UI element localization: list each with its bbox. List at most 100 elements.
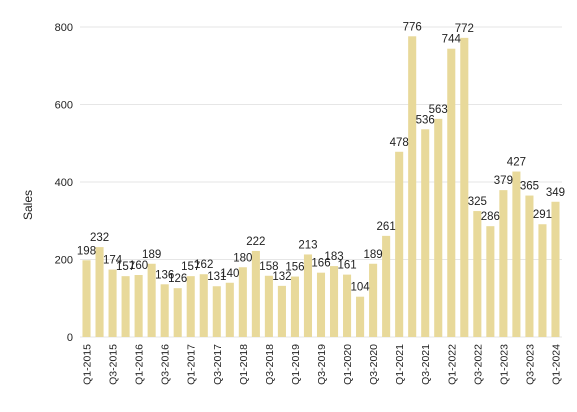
y-tick-label: 600 xyxy=(55,100,73,112)
x-tick-label: Q1-2018 xyxy=(238,344,250,385)
bar xyxy=(512,171,521,337)
y-tick-label: 200 xyxy=(55,255,73,267)
gridlines xyxy=(80,26,562,338)
data-label: 325 xyxy=(468,196,487,208)
bar xyxy=(499,190,508,337)
data-label: 349 xyxy=(546,187,565,199)
data-label: 478 xyxy=(390,137,409,149)
bar xyxy=(225,282,234,337)
bar xyxy=(525,195,534,337)
x-tick-label: Q3-2022 xyxy=(472,344,484,385)
data-label: 174 xyxy=(103,255,123,267)
data-label: 140 xyxy=(220,268,239,280)
x-tick-label: Q1-2017 xyxy=(186,344,198,385)
bar xyxy=(303,254,313,337)
data-label: 183 xyxy=(324,251,343,263)
data-label: 379 xyxy=(494,175,513,187)
x-tick-label: Q1-2016 xyxy=(134,344,146,385)
data-label: 198 xyxy=(77,245,96,257)
x-tick-label: Q1-2015 xyxy=(82,344,94,385)
data-label: 104 xyxy=(350,282,370,294)
y-tick-label: 800 xyxy=(55,22,73,34)
data-label: 365 xyxy=(520,181,539,193)
data-label: 157 xyxy=(181,261,200,273)
bar xyxy=(173,288,182,337)
x-tick-label: Q1-2019 xyxy=(290,344,302,385)
bar xyxy=(395,151,404,337)
data-label: 157 xyxy=(116,261,135,273)
data-label: 776 xyxy=(403,21,422,33)
data-label: 136 xyxy=(155,269,174,281)
data-label: 261 xyxy=(377,221,396,233)
bar xyxy=(134,275,143,337)
data-label: 162 xyxy=(194,259,213,271)
data-label: 189 xyxy=(364,249,383,261)
data-label: 536 xyxy=(416,114,435,126)
bar xyxy=(434,118,443,338)
bar xyxy=(343,274,352,337)
bar xyxy=(95,247,104,337)
bar xyxy=(264,275,273,337)
bar xyxy=(447,48,456,337)
bar xyxy=(160,284,169,337)
data-label: 158 xyxy=(259,261,278,273)
x-tick-label: Q3-2020 xyxy=(368,344,380,385)
data-label: 291 xyxy=(533,209,552,221)
y-tick-label: 400 xyxy=(55,177,73,189)
data-label: 180 xyxy=(233,252,252,264)
x-tick-label: Q3-2018 xyxy=(264,344,276,385)
x-tick-label: Q1-2023 xyxy=(498,344,510,385)
data-label: 744 xyxy=(442,34,462,46)
bar xyxy=(473,211,482,337)
bar xyxy=(199,274,208,337)
bar xyxy=(316,272,326,337)
data-labels: 1982321741571601891361261571621311401802… xyxy=(77,21,565,293)
bar xyxy=(538,224,547,337)
bar xyxy=(369,263,378,337)
bar xyxy=(82,260,91,337)
y-axis-ticks: 0 200 400 600 800 xyxy=(55,22,73,344)
bar xyxy=(251,250,260,337)
data-label: 131 xyxy=(207,271,226,283)
data-label: 286 xyxy=(481,211,500,223)
x-tick-label: Q3-2019 xyxy=(316,344,328,385)
y-tick-label: 0 xyxy=(67,332,73,344)
bars xyxy=(82,36,560,338)
bar xyxy=(186,276,195,337)
x-tick-label: Q3-2017 xyxy=(212,344,224,385)
data-label: 213 xyxy=(298,239,317,251)
bar xyxy=(238,267,247,337)
bar xyxy=(421,129,430,337)
data-label: 126 xyxy=(168,273,187,285)
x-tick-label: Q3-2023 xyxy=(524,344,536,385)
data-label: 156 xyxy=(285,262,304,274)
bar xyxy=(460,37,469,337)
bar xyxy=(486,226,495,337)
data-label: 772 xyxy=(455,23,474,35)
x-tick-label: Q1-2020 xyxy=(342,344,354,385)
x-tick-label: Q3-2016 xyxy=(160,344,172,385)
x-tick-label: Q1-2022 xyxy=(446,344,458,385)
bar xyxy=(108,269,117,337)
data-label: 161 xyxy=(337,260,356,272)
data-label: 427 xyxy=(507,157,526,169)
bar xyxy=(382,235,391,337)
bar xyxy=(329,266,339,337)
x-axis-ticks: Q1-2015 Q3-2015 Q1-2016 Q3-2016 Q1-2017 Q3-20… xyxy=(82,344,563,385)
x-tick-label: Q3-2021 xyxy=(420,344,432,385)
bar xyxy=(290,276,299,337)
bar xyxy=(408,36,417,338)
data-label: 232 xyxy=(90,232,109,244)
y-axis-label: Sales xyxy=(21,190,35,220)
data-label: 189 xyxy=(142,249,161,261)
bar xyxy=(121,276,130,337)
x-tick-label: Q1-2021 xyxy=(394,344,406,385)
x-tick-label: Q1-2024 xyxy=(550,344,562,385)
bar xyxy=(277,285,286,337)
bar xyxy=(212,286,221,337)
data-label: 563 xyxy=(429,104,448,116)
data-label: 166 xyxy=(311,258,330,270)
data-label: 160 xyxy=(129,260,148,272)
x-tick-label: Q3-2015 xyxy=(108,344,120,385)
